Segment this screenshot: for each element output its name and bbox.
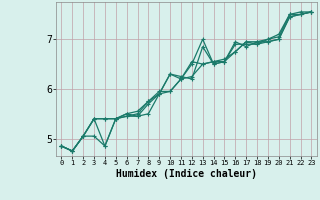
X-axis label: Humidex (Indice chaleur): Humidex (Indice chaleur) bbox=[116, 169, 257, 179]
